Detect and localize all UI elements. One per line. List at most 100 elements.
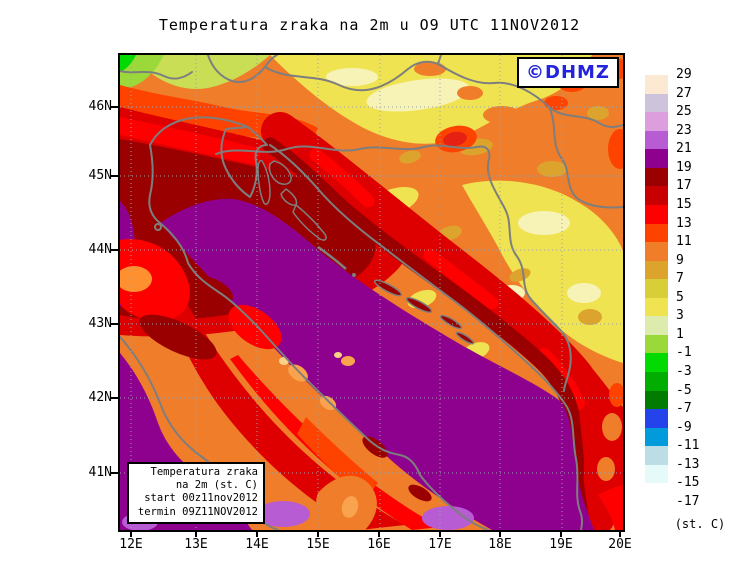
serbia-border-line: [548, 106, 623, 209]
legend-label: -11: [676, 438, 700, 454]
italy-east-coastline: [148, 116, 489, 530]
legend-swatch: [645, 372, 668, 391]
legend-swatch: [645, 223, 668, 243]
legend-swatch: [645, 316, 668, 335]
legend-swatch: [645, 167, 668, 187]
legend-swatch: [645, 75, 668, 94]
legend-swatch: [645, 483, 668, 502]
legend-label: 13: [676, 215, 692, 231]
legend-swatch: [645, 427, 668, 447]
latitude-label: 42N: [88, 390, 112, 405]
legend-swatch: [645, 204, 668, 224]
legend-label: 21: [676, 141, 692, 157]
latitude-label: 43N: [88, 316, 112, 331]
latitude-label: 41N: [88, 465, 112, 480]
longitude-label: 15E: [306, 537, 330, 552]
legend-label: 25: [676, 104, 692, 120]
legend-swatch: [645, 260, 668, 280]
legend-label: 5: [676, 289, 684, 305]
longitude-tick: [499, 531, 501, 537]
map-title: Temperatura zraka na 2m u O9 UTC 11NOV20…: [158, 16, 581, 34]
latitude-tick: [111, 323, 118, 325]
longitude-label: 12E: [119, 537, 143, 552]
legend-swatch: [645, 242, 668, 261]
small-island-ring: [154, 223, 162, 231]
run-info-line: Temperatura zraka: [150, 466, 258, 478]
longitude-tick: [619, 531, 621, 537]
legend-swatch: [645, 464, 668, 484]
longitude-tick: [195, 531, 197, 537]
longitude-label: 16E: [367, 537, 391, 552]
legend-label: -15: [676, 475, 700, 491]
run-info-line: na 2m (st. C): [175, 479, 258, 492]
legend-label: 15: [676, 196, 692, 212]
legend-swatch: [645, 334, 668, 354]
map-frame: [118, 53, 625, 532]
legend-label: 1: [676, 326, 684, 342]
legend-swatch: [645, 149, 668, 168]
legend-label: -1: [676, 345, 692, 361]
legend-label: -5: [676, 382, 692, 398]
legend-swatch: [645, 186, 668, 205]
legend-label: 29: [676, 67, 692, 82]
longitude-tick: [256, 531, 258, 537]
dalmatian-coastline: [269, 144, 583, 530]
run-info-line: termin 09Z11NOV2012: [137, 505, 258, 518]
legend-label: -3: [676, 364, 692, 380]
legend-swatch: [645, 409, 668, 428]
legend-swatch: [645, 390, 668, 410]
legend-unit-label: (st. C): [674, 517, 726, 531]
latitude-label: 46N: [88, 99, 112, 114]
latitude-label: 45N: [88, 168, 112, 183]
temperature-field-map: [120, 55, 623, 530]
bosnia-border-line: [215, 144, 572, 392]
legend-label: 17: [676, 178, 692, 194]
legend-swatch: [645, 130, 668, 150]
slovenia-border-line: [207, 55, 278, 83]
legend-label: 7: [676, 271, 684, 287]
legend-label: -7: [676, 401, 692, 417]
legend-label: 9: [676, 252, 684, 268]
run-info-box: Temperatura zraka na 2m (st. C) start 00z1…: [127, 462, 265, 524]
istria-coastline: [220, 126, 268, 198]
longitude-tick: [378, 531, 380, 537]
legend-swatch: [645, 112, 668, 131]
legend-label: -9: [676, 419, 692, 435]
longitude-label: 18E: [488, 537, 512, 552]
latitude-tick: [111, 397, 118, 399]
alps-border-line: [120, 70, 193, 80]
longitude-label: 13E: [184, 537, 208, 552]
hungary-border-line: [264, 60, 623, 128]
latitude-tick: [111, 472, 118, 474]
southeast-coast-regions: [575, 355, 623, 530]
legend-swatch: [645, 297, 668, 317]
longitude-tick: [317, 531, 319, 537]
dhmz-watermark-text: ©DHMZ: [526, 62, 610, 83]
legend-swatch: [645, 93, 668, 113]
legend-label: 27: [676, 85, 692, 101]
longitude-label: 17E: [428, 537, 452, 552]
longitude-tick: [439, 531, 441, 537]
run-info-line: start 00z11nov2012: [144, 492, 258, 505]
latitude-tick: [111, 175, 118, 177]
legend-label: -13: [676, 456, 700, 472]
legend-label: 23: [676, 122, 692, 138]
legend-swatch: [645, 279, 668, 298]
legend-label: 11: [676, 234, 692, 250]
longitude-tick: [130, 531, 132, 537]
dhmz-watermark: ©DHMZ: [517, 57, 619, 88]
longitude-label: 19E: [549, 537, 573, 552]
legend-swatch: [645, 353, 668, 373]
legend-swatch: [645, 446, 668, 465]
longitude-label: 20E: [608, 537, 632, 552]
longitude-label: 14E: [245, 537, 269, 552]
legend-label: 19: [676, 159, 692, 175]
latitude-tick: [111, 106, 118, 108]
country-borders: [120, 55, 623, 392]
legend-label: -17: [676, 493, 700, 509]
legend-label: 3: [676, 308, 684, 324]
longitude-tick: [560, 531, 562, 537]
latitude-label: 44N: [88, 242, 112, 257]
latitude-tick: [111, 249, 118, 251]
